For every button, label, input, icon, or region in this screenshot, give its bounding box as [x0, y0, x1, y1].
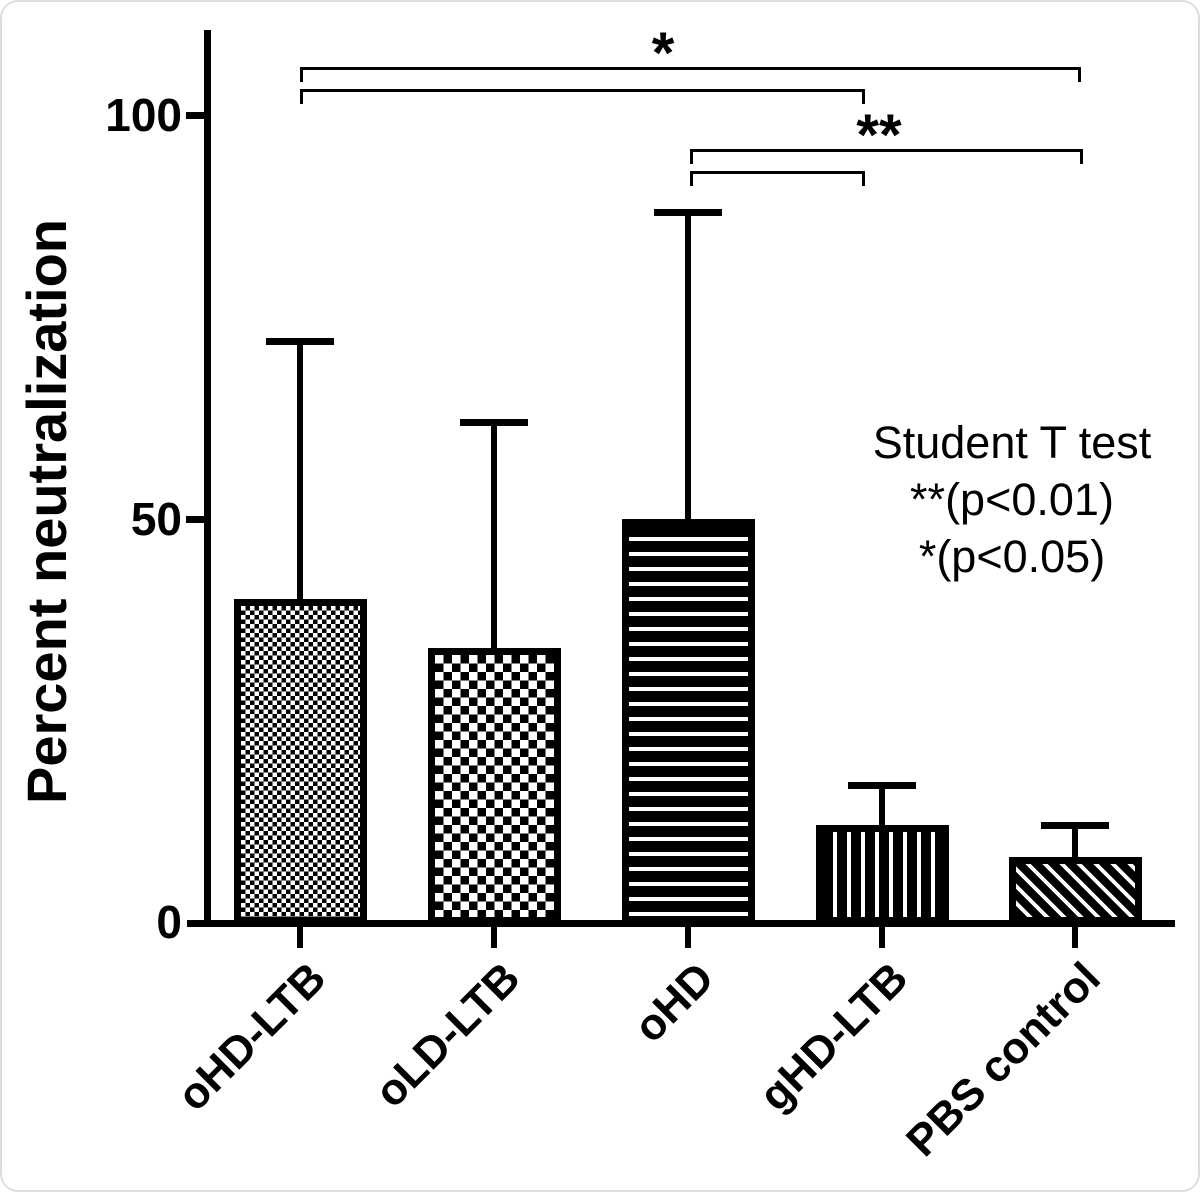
error-bar-cap	[460, 418, 528, 426]
bar-oHD-LTB	[233, 599, 367, 924]
x-axis-label: oHD	[624, 953, 723, 1052]
y-tick-mark	[186, 112, 206, 119]
error-bar-cap	[848, 781, 916, 789]
y-tick-label: 50	[130, 492, 182, 545]
significance-bracket-line	[300, 89, 865, 92]
significance-bracket-end	[690, 171, 693, 186]
stats-annotation: Student T test **(p<0.01) *(p<0.05)	[812, 414, 1198, 585]
error-bar-stem	[491, 421, 497, 655]
significance-bracket-end	[1078, 67, 1081, 82]
bar-PBS-control	[1008, 857, 1142, 924]
x-tick-mark	[1072, 927, 1078, 948]
x-axis-label: oLD-LTB	[365, 953, 529, 1117]
y-tick-label: 0	[156, 896, 182, 948]
error-bar-stem	[879, 784, 885, 833]
stats-annotation-line: Student T test	[872, 417, 1152, 468]
stats-annotation-line: *(p<0.05)	[918, 531, 1106, 582]
x-tick-mark	[297, 927, 303, 948]
error-bar-cap	[266, 337, 334, 345]
x-tick-mark	[685, 927, 691, 948]
x-tick-mark	[879, 927, 885, 948]
x-axis-label: PBS control	[897, 953, 1110, 1166]
error-bar-cap	[1041, 822, 1109, 830]
error-bar-cap	[654, 208, 722, 216]
error-bar-stem	[685, 211, 691, 526]
x-axis-label: oHD-LTB	[167, 953, 335, 1121]
x-tick-mark	[491, 927, 497, 948]
significance-bracket-end	[690, 149, 693, 164]
error-bar-stem	[297, 340, 303, 607]
significance-bracket-line	[690, 171, 865, 174]
significance-bracket-end	[862, 89, 865, 104]
significance-label: *	[651, 21, 675, 86]
significance-bracket-end	[300, 89, 303, 104]
stats-annotation-line: **(p<0.01)	[910, 474, 1114, 525]
y-tick-mark	[186, 515, 206, 523]
bar-oHD	[621, 518, 755, 924]
significance-bracket-line	[300, 67, 1081, 70]
significance-bracket-end	[862, 171, 865, 186]
bar-gHD-LTB	[815, 825, 949, 924]
error-bar-stem	[1072, 825, 1078, 865]
y-axis-line	[204, 30, 211, 927]
significance-bracket-line	[690, 149, 1083, 152]
y-tick-label: 100	[105, 89, 182, 141]
bar-oLD-LTB	[427, 647, 561, 924]
significance-label: **	[856, 103, 902, 168]
significance-bracket-end	[300, 67, 303, 82]
significance-bracket-end	[1080, 149, 1083, 164]
x-axis-label: gHD-LTB	[749, 953, 917, 1121]
